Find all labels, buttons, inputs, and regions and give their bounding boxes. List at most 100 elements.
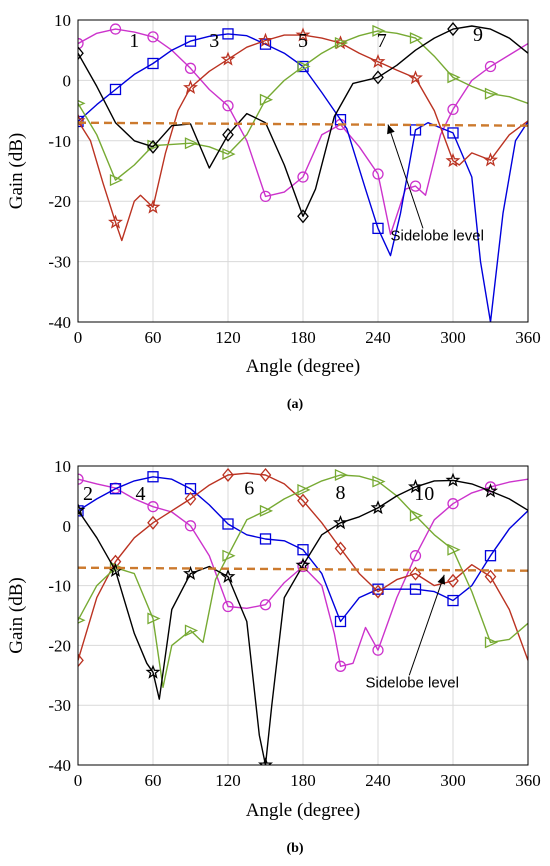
annotation-label: Sidelobe level [366, 674, 459, 691]
data-point [408, 70, 423, 85]
data-point [258, 32, 273, 47]
data-point [408, 479, 423, 494]
x-axis-label: Angle (degree) [246, 800, 360, 821]
y-tick-label: -30 [48, 696, 71, 715]
data-point [445, 152, 461, 168]
series-line [78, 28, 528, 236]
data-point [447, 127, 459, 139]
series-line [78, 34, 528, 242]
annotation-arrow [408, 574, 445, 676]
data-point [222, 549, 236, 562]
series-line [78, 121, 528, 127]
data-point [220, 568, 236, 583]
x-tick-label: 60 [145, 771, 162, 790]
x-tick-label: 360 [515, 328, 541, 347]
data-point [334, 468, 349, 481]
series-line [78, 33, 528, 322]
series-sidelobe-level [78, 121, 528, 127]
series-line [78, 476, 528, 623]
data-point [409, 583, 422, 595]
data-point [259, 93, 274, 106]
data-point [334, 615, 347, 628]
data-point [78, 653, 84, 668]
x-axis-label: Angle (degree) [246, 356, 360, 377]
data-point [147, 31, 159, 43]
data-point [297, 544, 309, 556]
x-tick-label: 120 [215, 328, 241, 347]
data-point [372, 24, 386, 37]
x-tick-label: 0 [74, 328, 83, 347]
y-tick-label: 0 [63, 517, 72, 536]
x-tick-label: 0 [74, 771, 83, 790]
data-point [259, 504, 274, 517]
data-point [147, 471, 159, 483]
data-point [78, 46, 84, 61]
y-axis-label: Gain (dB) [6, 577, 27, 654]
data-point [372, 222, 384, 235]
y-tick-label: -20 [48, 636, 71, 655]
data-point [184, 624, 199, 637]
series-number-label: 8 [336, 482, 346, 504]
series-6 [78, 467, 528, 668]
data-point [259, 533, 272, 545]
data-point [484, 87, 499, 100]
data-point [447, 22, 459, 37]
x-tick-label: 360 [515, 771, 541, 790]
data-point [222, 148, 236, 161]
data-point [370, 500, 386, 515]
data-point [297, 483, 311, 496]
series-number-label: 2 [83, 483, 93, 505]
data-point [295, 557, 311, 572]
x-tick-label: 120 [215, 771, 241, 790]
data-point [222, 600, 234, 613]
data-point [484, 60, 497, 73]
series-3 [78, 28, 528, 322]
data-point [258, 757, 273, 765]
series-line [78, 30, 528, 181]
data-point [484, 569, 497, 584]
data-point [259, 38, 272, 50]
annotation-arrow [387, 124, 424, 229]
series-number-label: 3 [209, 30, 219, 52]
x-tick-label: 240 [365, 328, 391, 347]
annotation-label: Sidelobe level [391, 227, 484, 244]
data-point [147, 139, 159, 154]
data-point [409, 550, 422, 562]
data-point [183, 79, 198, 94]
data-point [334, 36, 349, 49]
data-point [447, 71, 461, 84]
plot-frame [77, 465, 529, 766]
data-point [184, 491, 197, 506]
series-5 [78, 27, 528, 242]
data-point [333, 514, 348, 530]
series-line [78, 472, 528, 661]
series-number-label: 4 [136, 483, 146, 505]
data-point [78, 37, 84, 50]
series-number-label: 10 [414, 483, 434, 505]
data-point [184, 62, 197, 74]
data-point [447, 498, 459, 510]
data-point [222, 28, 234, 40]
series-8 [78, 468, 528, 688]
data-point [447, 594, 459, 607]
data-point [445, 472, 461, 487]
y-tick-label: -40 [48, 313, 71, 332]
data-point [78, 473, 84, 485]
series-number-label: 5 [298, 30, 308, 52]
y-tick-label: -10 [48, 132, 71, 151]
data-point [147, 515, 159, 530]
data-point [334, 541, 347, 556]
series-line [78, 474, 528, 688]
x-tick-label: 300 [440, 771, 466, 790]
data-point [109, 483, 122, 495]
data-point [145, 664, 161, 679]
data-point [78, 505, 84, 517]
subfigure-caption: (b) [286, 841, 303, 856]
data-point [372, 475, 386, 488]
series-9 [78, 22, 528, 224]
y-tick-label: 0 [63, 71, 72, 90]
data-point [409, 509, 424, 522]
data-point [78, 113, 86, 128]
data-point [372, 644, 384, 656]
data-point [220, 51, 236, 66]
